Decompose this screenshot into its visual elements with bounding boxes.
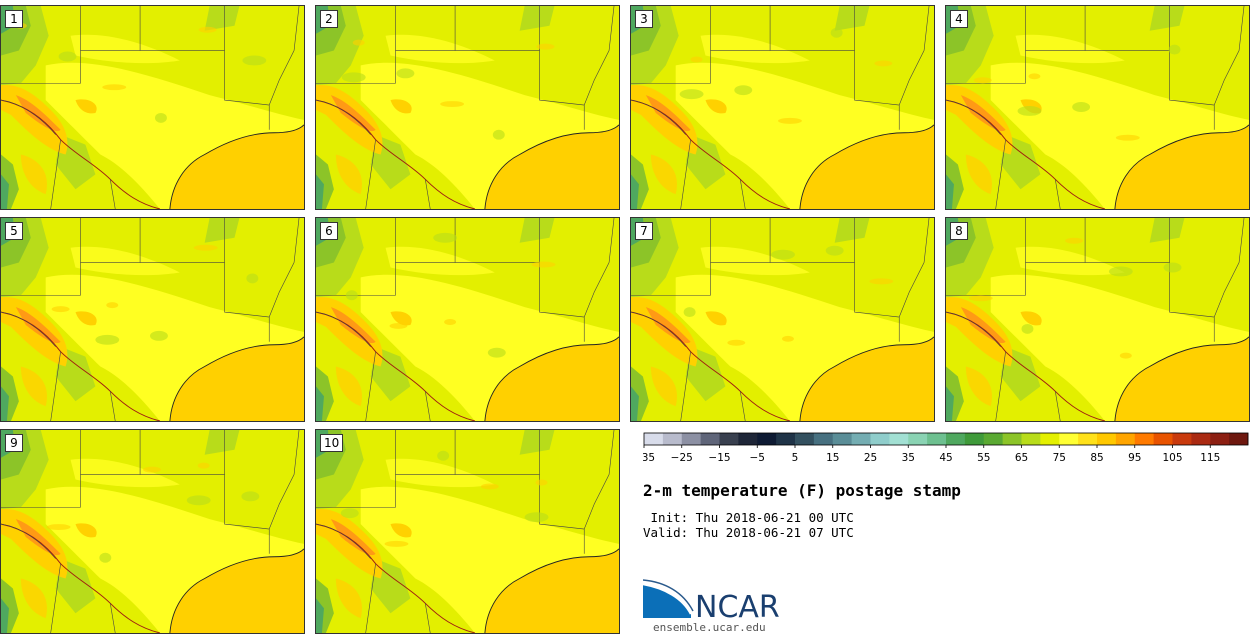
init-time: Init: Thu 2018-06-21 00 UTC	[643, 510, 854, 525]
colorbar-swatch	[719, 433, 739, 445]
member-number: 4	[950, 10, 968, 28]
valid-time: Valid: Thu 2018-06-21 07 UTC	[643, 525, 854, 540]
colorbar-swatch	[700, 433, 720, 445]
logo-url: ensemble.ucar.edu	[653, 621, 766, 634]
colorbar-swatch	[1210, 433, 1230, 445]
colorbar-tick-label: 5	[792, 452, 799, 464]
member-number: 6	[320, 222, 338, 240]
member-panel-3[interactable]: 3	[630, 5, 935, 210]
member-number: 10	[320, 434, 344, 452]
colorbar-tick-label: −35	[643, 452, 655, 464]
colorbar-swatch	[681, 433, 702, 445]
colorbar-swatch	[1134, 433, 1155, 445]
colorbar-swatch	[1115, 433, 1136, 445]
temperature-map	[631, 6, 934, 209]
logo-text: NCAR	[695, 590, 780, 622]
colorbar-swatch	[851, 433, 871, 445]
colorbar-swatch	[964, 433, 985, 445]
colorbar-tick-label: 15	[826, 452, 839, 464]
colorbar-swatch	[908, 433, 928, 445]
temperature-map	[1, 430, 304, 633]
member-number: 2	[320, 10, 338, 28]
member-number: 7	[635, 222, 653, 240]
colorbar-swatch	[1078, 433, 1098, 445]
colorbar-tick-label: 45	[939, 452, 952, 464]
temperature-map	[316, 218, 619, 421]
colorbar-swatch	[870, 433, 890, 445]
colorbar-swatch	[1153, 433, 1173, 445]
temperature-colorbar: −35 −25 −15 −5 5 15 25 35 45 55 65 75 85 95 105 115	[643, 432, 1249, 464]
temperature-map	[316, 430, 619, 633]
temperature-map	[316, 6, 619, 209]
colorbar-swatch	[757, 433, 777, 445]
colorbar-swatch	[1191, 433, 1211, 445]
colorbar-swatch	[1229, 433, 1249, 445]
member-panel-4[interactable]: 4	[945, 5, 1250, 210]
colorbar-swatch	[1172, 433, 1192, 445]
member-panel-8[interactable]: 8	[945, 217, 1250, 422]
colorbar-swatch	[738, 433, 758, 445]
colorbar-swatch	[1059, 433, 1079, 445]
member-panel-1[interactable]: 1	[0, 5, 305, 210]
ncar-logo: NCAR	[643, 579, 780, 622]
colorbar-swatch	[1021, 433, 1041, 445]
colorbar-swatch	[1040, 433, 1060, 445]
colorbar-swatch	[1097, 433, 1117, 445]
member-number: 3	[635, 10, 653, 28]
colorbar-tick-label: 65	[1015, 452, 1028, 464]
colorbar-swatch	[662, 433, 683, 445]
colorbar-swatch	[889, 433, 909, 445]
colorbar-tick-label: 75	[1053, 452, 1066, 464]
member-number: 5	[5, 222, 23, 240]
chart-title: 2-m temperature (F) postage stamp	[643, 481, 961, 500]
colorbar-tick-label: −15	[708, 452, 730, 464]
member-panel-7[interactable]: 7	[630, 217, 935, 422]
member-number: 8	[950, 222, 968, 240]
colorbar-swatch	[983, 433, 1004, 445]
temperature-map	[1, 218, 304, 421]
colorbar-swatch	[832, 433, 853, 445]
colorbar-swatch	[946, 433, 966, 445]
temperature-map	[631, 218, 934, 421]
member-panel-10[interactable]: 10	[315, 429, 620, 634]
colorbar-tick-label: 35	[902, 452, 915, 464]
colorbar-tick-label: 105	[1162, 452, 1182, 464]
member-panel-6[interactable]: 6	[315, 217, 620, 422]
colorbar-tick-label: 55	[977, 452, 990, 464]
member-panel-2[interactable]: 2	[315, 5, 620, 210]
temperature-map	[1, 6, 304, 209]
colorbar-tick-label: −5	[750, 452, 765, 464]
colorbar-tick-label: 25	[864, 452, 877, 464]
member-panel-5[interactable]: 5	[0, 217, 305, 422]
colorbar-swatch	[813, 433, 834, 445]
colorbar-tick-label: 85	[1090, 452, 1103, 464]
colorbar-swatch	[1002, 433, 1022, 445]
member-panel-9[interactable]: 9	[0, 429, 305, 634]
colorbar-tick-label: 95	[1128, 452, 1141, 464]
temperature-map	[946, 6, 1249, 209]
colorbar-swatch	[644, 433, 664, 445]
colorbar-swatch	[927, 433, 947, 445]
colorbar-swatch	[776, 433, 796, 445]
colorbar-tick-label: 115	[1200, 452, 1220, 464]
member-number: 9	[5, 434, 23, 452]
member-number: 1	[5, 10, 23, 28]
temperature-map	[946, 218, 1249, 421]
colorbar-swatch	[795, 433, 815, 445]
colorbar-tick-label: −25	[671, 452, 693, 464]
